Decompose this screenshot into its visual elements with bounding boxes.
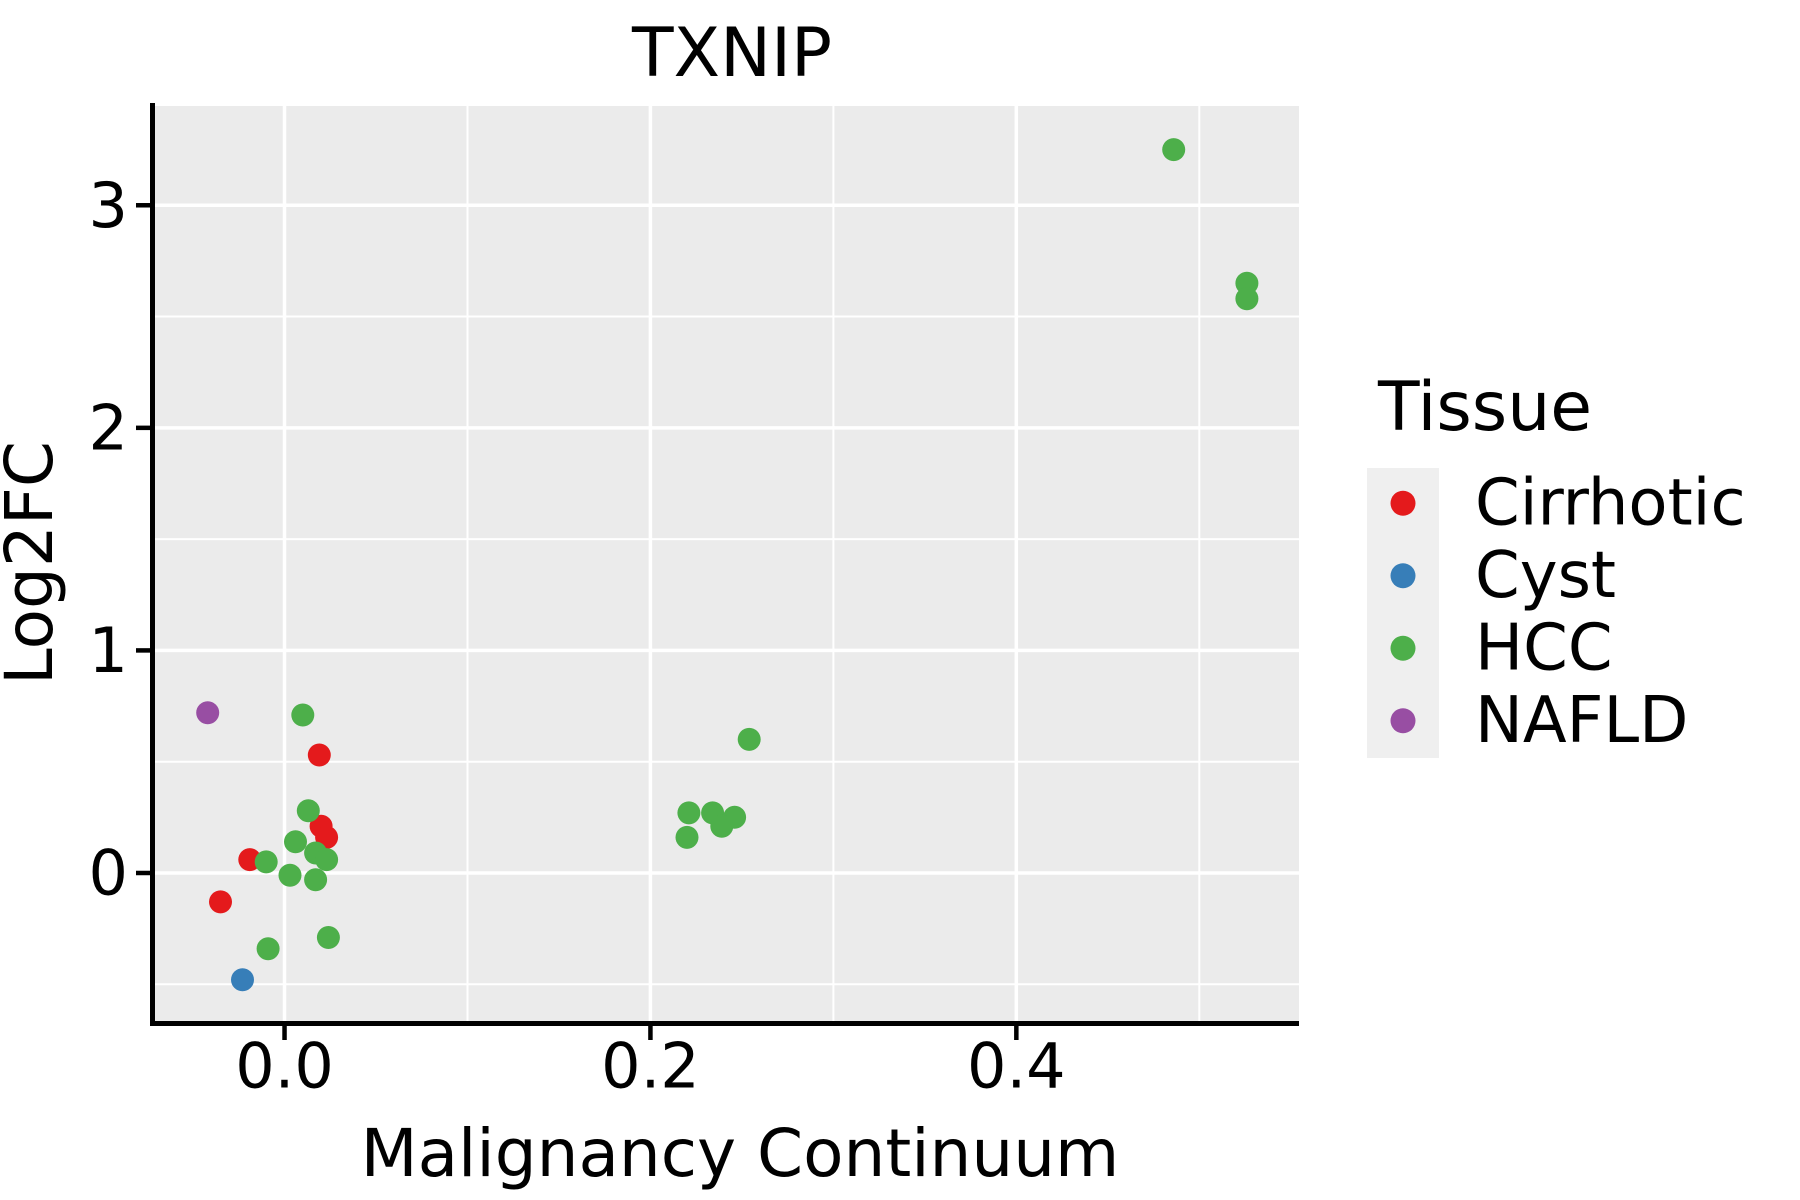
x-tick-label: 0.0 <box>235 1030 334 1103</box>
legend-label-nafld: NAFLD <box>1475 684 1688 758</box>
x-tick-label: 0.2 <box>601 1030 700 1103</box>
x-axis-title: Malignancy Continuum <box>361 1115 1120 1192</box>
data-point-cyst <box>231 968 254 992</box>
minor-gridlines <box>155 106 1299 1021</box>
y-tick-label: 2 <box>89 391 128 464</box>
data-point-hcc <box>278 863 302 887</box>
data-point-hcc <box>254 850 278 874</box>
legend-swatch-hcc <box>1390 635 1416 661</box>
data-point-hcc <box>296 799 320 823</box>
data-point-hcc <box>1162 138 1186 162</box>
data-point-hcc <box>291 703 315 727</box>
legend-label-cirrhotic: Cirrhotic <box>1475 466 1746 540</box>
major-gridlines <box>155 106 1299 1021</box>
plot-title: TXNIP <box>631 14 832 93</box>
plot-panel <box>155 106 1299 1021</box>
data-point-hcc <box>316 926 340 949</box>
y-tick-label: 0 <box>89 836 128 909</box>
data-point-hcc <box>1235 287 1259 311</box>
legend-swatch-nafld <box>1390 708 1416 734</box>
data-point-cirrhotic <box>209 890 232 914</box>
legend-swatch-cyst <box>1390 563 1416 589</box>
data-point-nafld <box>196 701 220 725</box>
data-point-hcc <box>284 830 307 854</box>
y-axis-title: Log2FC <box>0 441 68 685</box>
y-tick-label: 3 <box>89 169 128 242</box>
data-point-hcc <box>315 848 339 872</box>
data-point-hcc <box>304 868 328 892</box>
data-points <box>196 138 1259 992</box>
legend-swatch-cirrhotic <box>1390 490 1416 516</box>
legend-title: Tissue <box>1377 368 1592 447</box>
legend-label-cyst: Cyst <box>1475 539 1616 613</box>
data-point-hcc <box>675 825 699 849</box>
x-tick-label: 0.4 <box>967 1030 1066 1103</box>
axis-ticks: 0.0 0.2 0.4 0 1 2 3 <box>89 169 1066 1103</box>
data-point-hcc <box>737 727 761 751</box>
data-point-hcc <box>710 814 734 838</box>
data-point-cirrhotic <box>307 743 331 767</box>
data-point-hcc <box>256 937 280 961</box>
y-tick-label: 1 <box>89 614 128 687</box>
data-point-hcc <box>677 801 701 825</box>
legend-label-hcc: HCC <box>1475 611 1613 685</box>
